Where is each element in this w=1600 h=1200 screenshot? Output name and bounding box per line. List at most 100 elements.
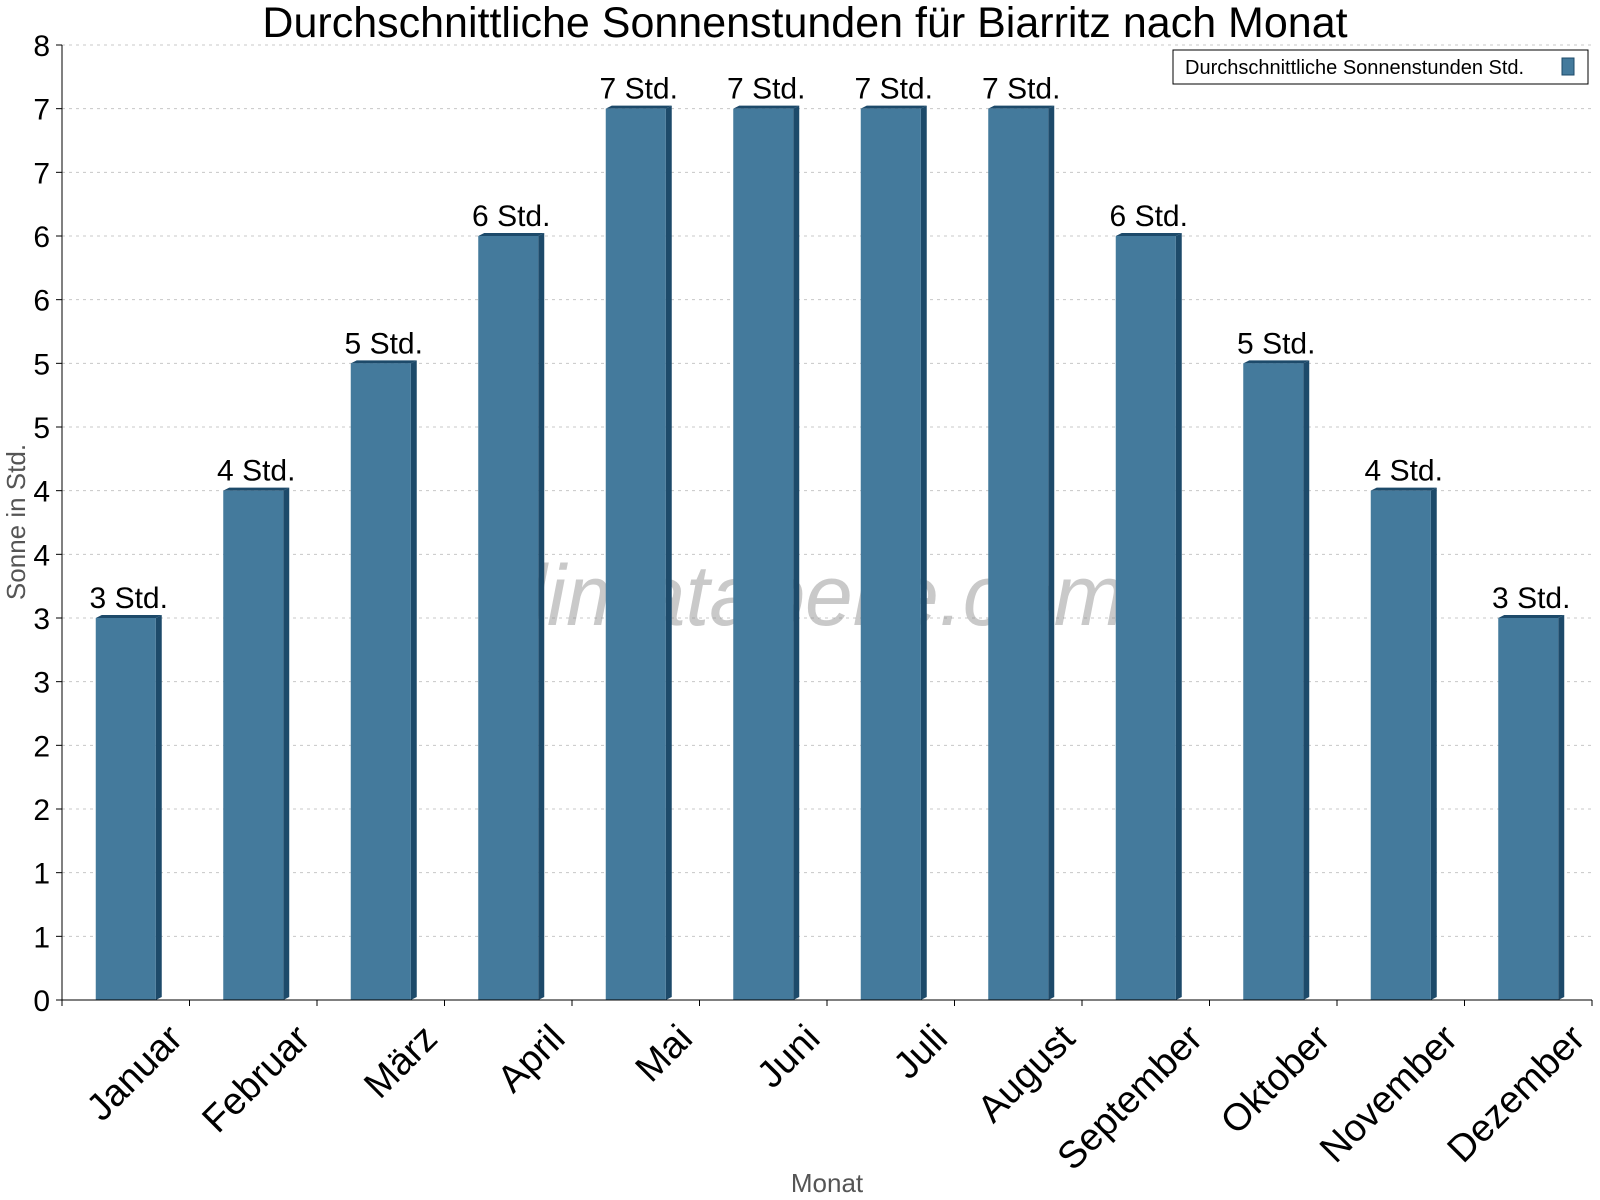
legend-entry-label: Durchschnittliche Sonnenstunden Std. bbox=[1185, 57, 1524, 79]
bar-front bbox=[350, 363, 411, 1000]
y-tick-label: 0 bbox=[33, 985, 50, 1018]
bar-side bbox=[1430, 487, 1437, 1001]
bar-juli bbox=[860, 105, 927, 1000]
x-tick-label: Juli bbox=[886, 1017, 956, 1087]
data-labels: 3 Std. 4 Std. 5 Std. 6 Std. 7 Std. 7 Std. 7 St… bbox=[90, 73, 1571, 615]
bar-front bbox=[478, 236, 539, 1000]
data-label: 7 Std. bbox=[600, 73, 678, 106]
y-tick-label: 4 bbox=[33, 539, 50, 572]
bar-front bbox=[733, 108, 794, 1000]
data-label: 4 Std. bbox=[1365, 455, 1443, 488]
bar-top bbox=[223, 487, 290, 491]
bar-side bbox=[283, 487, 290, 1001]
y-tick-label: 2 bbox=[33, 730, 50, 763]
bar-front bbox=[860, 108, 921, 1000]
bar-front bbox=[223, 490, 284, 1000]
bar-front bbox=[1498, 618, 1559, 1000]
x-tick-label: Februar bbox=[194, 1017, 318, 1141]
bar-oktober bbox=[1243, 360, 1310, 1000]
bar-top bbox=[733, 105, 800, 109]
bar-september bbox=[1115, 233, 1182, 1000]
bar-side bbox=[1303, 360, 1310, 1000]
bar-top bbox=[1498, 615, 1565, 618]
bar-juni bbox=[733, 105, 800, 1000]
x-tick-label: Januar bbox=[79, 1017, 191, 1129]
bar-top bbox=[605, 105, 672, 109]
bar-august bbox=[988, 105, 1055, 1000]
data-label: 3 Std. bbox=[1492, 582, 1570, 615]
bar-november bbox=[1370, 487, 1437, 1001]
legend: Durchschnittliche Sonnenstunden Std. bbox=[1172, 49, 1589, 85]
bar-side bbox=[1175, 233, 1182, 1000]
data-label: 6 Std. bbox=[1110, 200, 1188, 233]
y-tick-label: 6 bbox=[33, 221, 50, 254]
bar-top bbox=[1115, 233, 1182, 236]
y-tick-label: 3 bbox=[33, 667, 50, 700]
bar-top bbox=[1370, 487, 1437, 491]
bar-front bbox=[988, 108, 1049, 1000]
bar-februar bbox=[223, 487, 290, 1001]
bar-front bbox=[1370, 490, 1431, 1000]
bar-dezember bbox=[1498, 615, 1565, 1000]
x-axis-label: Monat bbox=[791, 1168, 864, 1198]
data-label: 7 Std. bbox=[727, 73, 805, 106]
bar-front bbox=[95, 618, 156, 1000]
legend-box bbox=[1172, 49, 1589, 85]
y-tick-label: 1 bbox=[33, 921, 50, 954]
bar-side bbox=[665, 105, 672, 1000]
bar-side bbox=[1558, 615, 1565, 1000]
bar-märz bbox=[350, 360, 417, 1000]
y-tick-label: 8 bbox=[33, 30, 50, 63]
bar-side bbox=[1048, 105, 1055, 1000]
x-tick-label: April bbox=[490, 1017, 573, 1100]
bar-side bbox=[793, 105, 800, 1000]
bar-front bbox=[1115, 236, 1176, 1000]
x-tick-label: Mai bbox=[628, 1017, 701, 1090]
data-label: 6 Std. bbox=[472, 200, 550, 233]
bar-front bbox=[605, 108, 666, 1000]
bar-side bbox=[155, 615, 162, 1000]
data-label: 7 Std. bbox=[982, 73, 1060, 106]
bar-side bbox=[410, 360, 417, 1000]
bar-januar bbox=[95, 615, 162, 1000]
x-axis-ticks: Januar Februar März April Mai Juni Juli AugustS… bbox=[61, 1000, 1594, 1178]
x-tick-label: Juni bbox=[749, 1017, 828, 1096]
y-tick-label: 4 bbox=[33, 476, 50, 509]
bar-top bbox=[988, 105, 1055, 109]
y-tick-label: 7 bbox=[33, 94, 50, 127]
bar-april bbox=[478, 233, 545, 1000]
bar-top bbox=[478, 233, 545, 236]
chart-title: Durchschnittliche Sonnenstunden für Biar… bbox=[262, 0, 1347, 47]
y-tick-label: 5 bbox=[33, 412, 50, 445]
y-tick-label: 7 bbox=[33, 157, 50, 190]
data-label: 4 Std. bbox=[217, 455, 295, 488]
axes bbox=[61, 45, 1592, 1001]
y-tick-label: 6 bbox=[33, 285, 50, 318]
bar-top bbox=[95, 615, 162, 618]
bar-front bbox=[1243, 363, 1304, 1000]
data-label: 5 Std. bbox=[345, 327, 423, 360]
bar-side bbox=[920, 105, 927, 1000]
x-tick-label: Dezember bbox=[1440, 1017, 1594, 1171]
y-tick-label: 5 bbox=[33, 348, 50, 381]
bar-top bbox=[860, 105, 927, 109]
bar-top bbox=[350, 360, 417, 364]
y-axis-ticks: 0 1 1 2 2 3 3 4 4 5 5 6 6 7 7 8 bbox=[33, 30, 62, 1018]
data-label: 7 Std. bbox=[855, 73, 933, 106]
data-label: 3 Std. bbox=[90, 582, 168, 615]
y-tick-label: 1 bbox=[33, 858, 50, 891]
y-axis-label: Sonne in Std. bbox=[1, 444, 31, 600]
x-tick-label: November bbox=[1312, 1017, 1466, 1171]
bar-top bbox=[1243, 360, 1310, 364]
legend-swatch bbox=[1561, 57, 1575, 76]
x-tick-label: Oktober bbox=[1213, 1017, 1339, 1143]
x-tick-label: August bbox=[970, 1017, 1084, 1131]
bar-side bbox=[538, 233, 545, 1000]
data-label: 5 Std. bbox=[1237, 327, 1315, 360]
y-tick-label: 2 bbox=[33, 794, 50, 827]
bar-mai bbox=[605, 105, 672, 1000]
bars bbox=[95, 105, 1565, 1001]
grid-lines bbox=[62, 44, 1592, 937]
x-tick-label: März bbox=[356, 1017, 445, 1106]
